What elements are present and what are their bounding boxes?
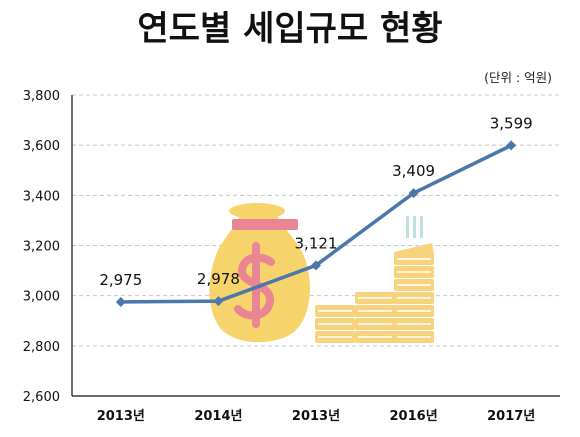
grid-lines <box>72 94 560 347</box>
x-tick-label: 2013년 <box>97 409 145 424</box>
x-tick-label: 2017년 <box>487 409 535 424</box>
x-tick-label: 2014년 <box>194 409 242 424</box>
data-point <box>115 296 126 307</box>
data-label: 2,978 <box>197 270 240 288</box>
y-tick-label: 3,400 <box>23 189 60 204</box>
data-labels: 2,975 2,978 3,121 3,409 3,599 <box>99 114 532 289</box>
series-line-path <box>120 143 512 304</box>
y-tick-label: 2,800 <box>23 340 60 355</box>
y-tick-label: 3,200 <box>23 240 60 255</box>
y-tick-label: 2,600 <box>23 390 60 405</box>
y-tick-label: 3,000 <box>23 290 60 305</box>
chart-title: 연도별 세입규모 현황 <box>137 9 442 49</box>
data-point <box>213 296 224 307</box>
x-tick-label: 2016년 <box>390 409 438 424</box>
money-bag-icon <box>209 203 310 343</box>
series-line <box>120 143 512 304</box>
y-axis: 2,600 2,800 3,000 3,200 3,400 3,600 3,800 <box>23 89 73 405</box>
y-tick-label: 3,800 <box>23 89 60 104</box>
data-point <box>311 260 321 271</box>
y-tick-label: 3,600 <box>23 139 60 154</box>
data-point <box>506 140 517 151</box>
coin-stacks-icon <box>315 216 434 343</box>
data-points <box>115 140 517 307</box>
x-axis: 2013년 2014년 2013년 2016년 2017년 <box>72 395 560 424</box>
data-label: 3,121 <box>295 234 338 252</box>
data-label: 2,975 <box>99 271 142 289</box>
data-label: 3,409 <box>392 162 435 180</box>
data-point <box>408 188 419 199</box>
data-label: 3,599 <box>490 114 533 132</box>
x-tick-label: 2013년 <box>292 409 340 424</box>
unit-note: (단위 : 억원) <box>484 70 552 85</box>
